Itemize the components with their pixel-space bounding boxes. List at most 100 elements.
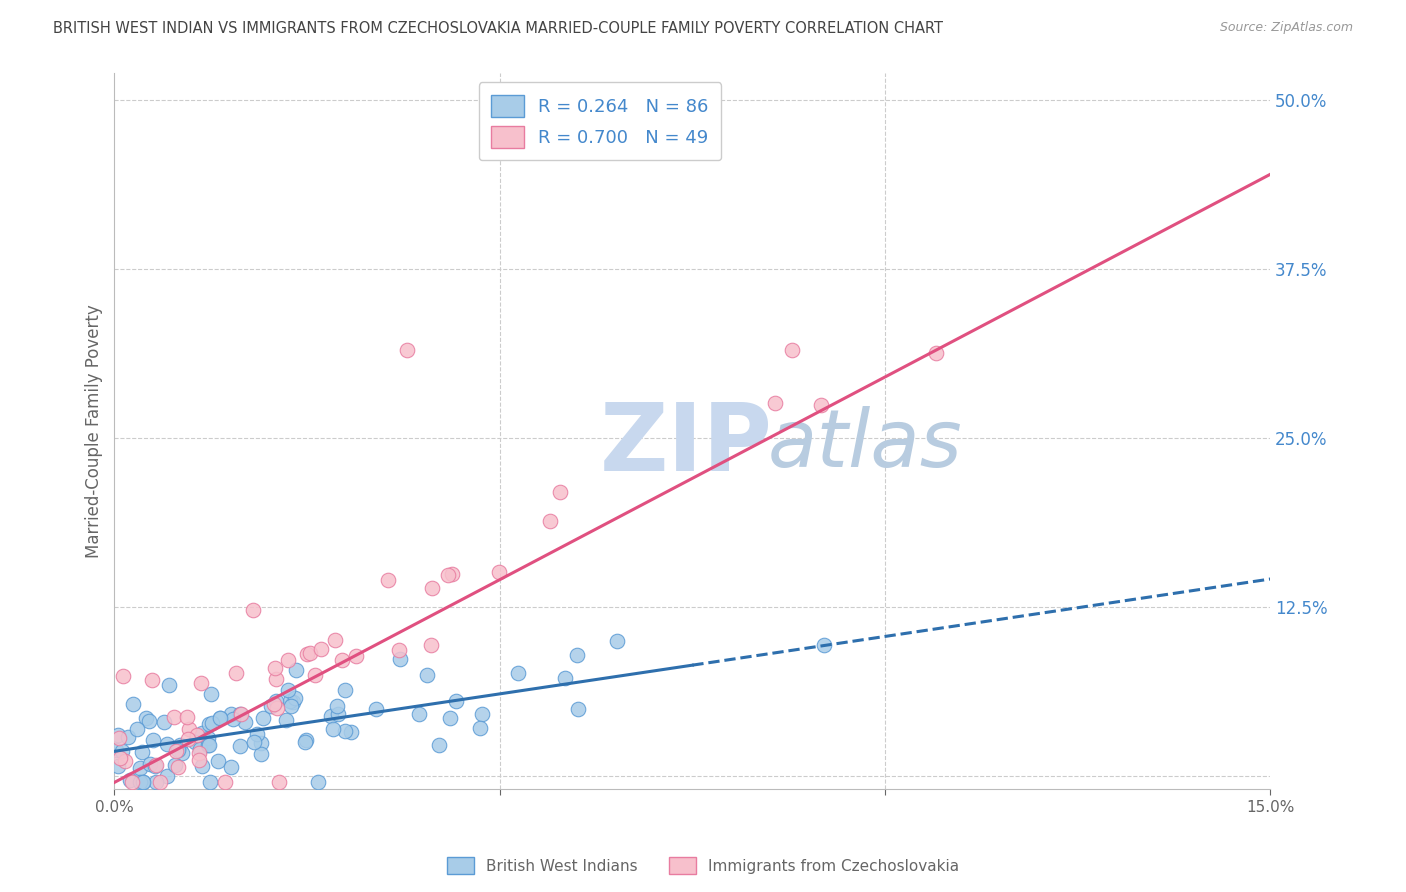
- Point: [145, 757, 167, 772]
- Point: [188, 753, 211, 767]
- Point: [264, 693, 287, 707]
- Text: BRITISH WEST INDIAN VS IMMIGRANTS FROM CZECHOSLOVAKIA MARRIED-COUPLE FAMILY POVE: BRITISH WEST INDIAN VS IMMIGRANTS FROM C…: [53, 21, 943, 37]
- Point: [468, 722, 491, 736]
- Point: [538, 515, 561, 529]
- Point: [201, 716, 224, 731]
- Point: [242, 603, 264, 617]
- Point: [104, 743, 127, 757]
- Point: [280, 698, 302, 713]
- Legend: R = 0.264   N = 86, R = 0.700   N = 49: R = 0.264 N = 86, R = 0.700 N = 49: [478, 82, 721, 161]
- Point: [377, 573, 399, 587]
- Point: [176, 710, 198, 724]
- Point: [197, 738, 219, 752]
- Point: [446, 694, 468, 708]
- Point: [121, 775, 143, 789]
- Point: [132, 775, 155, 789]
- Point: [209, 711, 232, 725]
- Point: [333, 724, 356, 739]
- Point: [156, 769, 179, 783]
- Point: [274, 713, 297, 727]
- Point: [198, 738, 221, 752]
- Point: [427, 738, 450, 752]
- Point: [281, 695, 304, 709]
- Point: [225, 665, 247, 680]
- Point: [299, 646, 322, 660]
- Point: [229, 706, 252, 721]
- Point: [439, 711, 461, 725]
- Point: [416, 668, 439, 682]
- Point: [207, 754, 229, 768]
- Point: [266, 700, 288, 714]
- Point: [548, 484, 571, 499]
- Point: [277, 682, 299, 697]
- Point: [396, 343, 419, 357]
- Point: [323, 632, 346, 647]
- Point: [264, 672, 287, 686]
- Point: [326, 706, 349, 721]
- Point: [488, 565, 510, 579]
- Point: [111, 669, 134, 683]
- Point: [190, 676, 212, 690]
- Point: [810, 398, 832, 412]
- Text: Source: ZipAtlas.com: Source: ZipAtlas.com: [1219, 21, 1353, 35]
- Point: [333, 682, 356, 697]
- Point: [322, 723, 344, 737]
- Point: [366, 702, 388, 716]
- Point: [156, 737, 179, 751]
- Point: [304, 668, 326, 682]
- Point: [157, 677, 180, 691]
- Point: [243, 735, 266, 749]
- Point: [388, 643, 411, 657]
- Point: [294, 735, 316, 749]
- Point: [782, 343, 804, 357]
- Point: [143, 758, 166, 772]
- Point: [344, 648, 367, 663]
- Point: [436, 568, 458, 582]
- Point: [321, 708, 343, 723]
- Point: [419, 638, 441, 652]
- Point: [163, 757, 186, 772]
- Point: [107, 759, 129, 773]
- Point: [131, 746, 153, 760]
- Point: [252, 710, 274, 724]
- Point: [250, 736, 273, 750]
- Point: [295, 732, 318, 747]
- Point: [260, 699, 283, 714]
- Point: [763, 396, 786, 410]
- Point: [284, 663, 307, 677]
- Point: [606, 634, 628, 648]
- Point: [135, 710, 157, 724]
- Point: [441, 567, 464, 582]
- Point: [267, 775, 290, 789]
- Point: [198, 716, 221, 731]
- Point: [162, 709, 184, 723]
- Point: [567, 702, 589, 716]
- Point: [125, 722, 148, 736]
- Point: [263, 697, 285, 711]
- Point: [229, 739, 252, 753]
- Point: [152, 714, 174, 729]
- Point: [246, 726, 269, 740]
- Point: [108, 731, 131, 746]
- Point: [187, 747, 209, 761]
- Point: [128, 775, 150, 789]
- Point: [184, 735, 207, 749]
- Point: [388, 652, 411, 666]
- Point: [138, 714, 160, 728]
- Point: [221, 712, 243, 726]
- Point: [200, 687, 222, 701]
- Point: [506, 665, 529, 680]
- Point: [219, 760, 242, 774]
- Text: atlas: atlas: [768, 407, 962, 484]
- Point: [149, 775, 172, 789]
- Point: [813, 638, 835, 652]
- Point: [233, 715, 256, 730]
- Point: [145, 775, 167, 789]
- Point: [167, 759, 190, 773]
- Point: [177, 731, 200, 746]
- Point: [186, 729, 208, 743]
- Point: [340, 725, 363, 739]
- Text: ZIP: ZIP: [600, 400, 773, 491]
- Point: [129, 761, 152, 775]
- Point: [197, 731, 219, 746]
